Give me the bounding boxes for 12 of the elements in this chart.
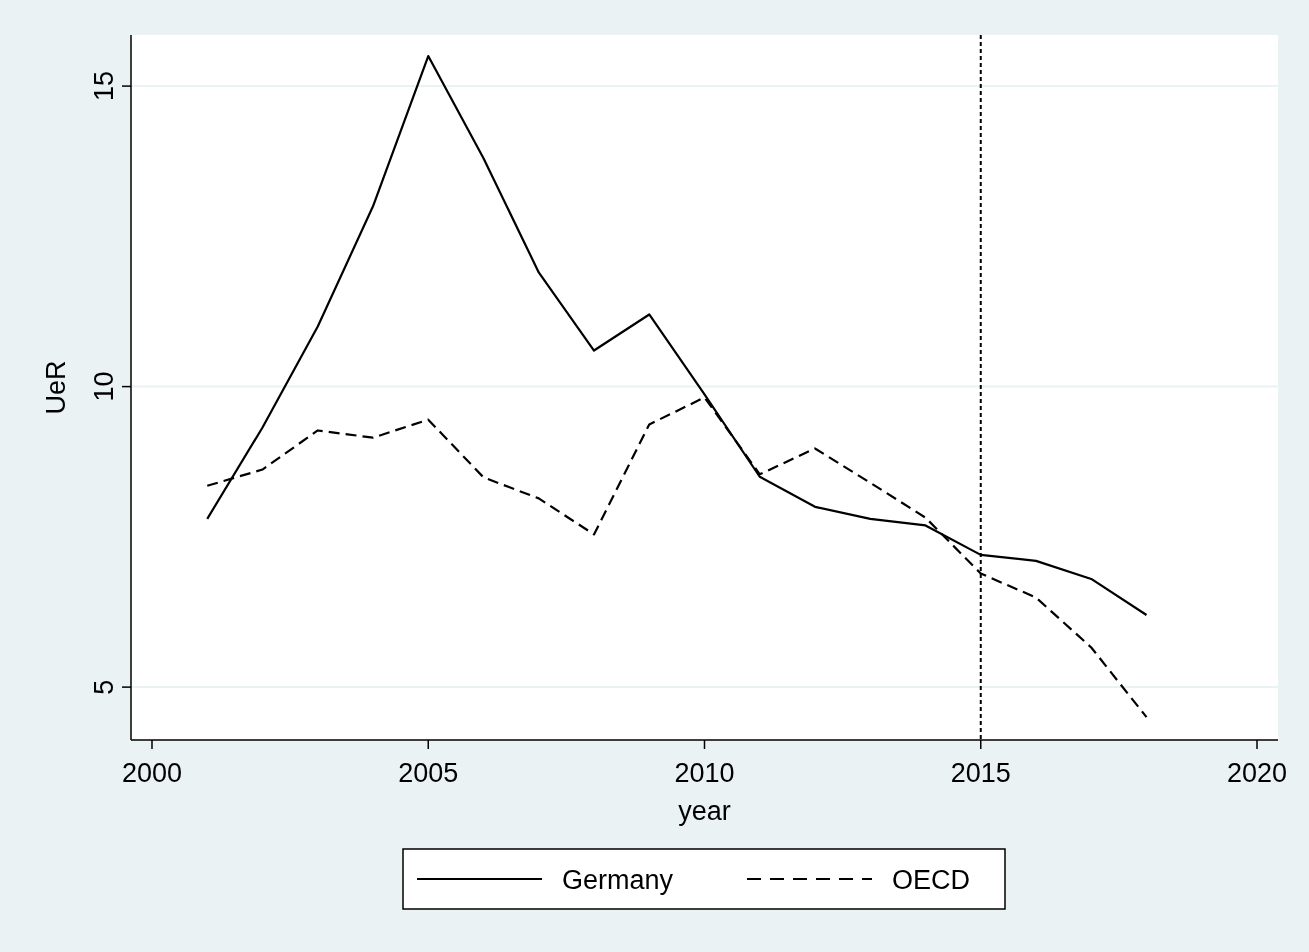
- x-axis-title: year: [678, 796, 731, 826]
- y-tick-label: 10: [89, 371, 119, 402]
- x-tick-label: 2015: [950, 758, 1011, 788]
- y-tick-label: 5: [89, 679, 119, 695]
- legend-label: OECD: [892, 865, 971, 895]
- y-axis-title: UeR: [41, 360, 71, 415]
- y-tick-label: 15: [89, 71, 119, 102]
- x-tick-label: 2000: [121, 758, 183, 788]
- x-tick-label: 2010: [674, 758, 735, 788]
- x-tick-label: 2005: [398, 758, 459, 788]
- x-tick-label: 2020: [1226, 758, 1288, 788]
- legend-label: Germany: [562, 865, 674, 895]
